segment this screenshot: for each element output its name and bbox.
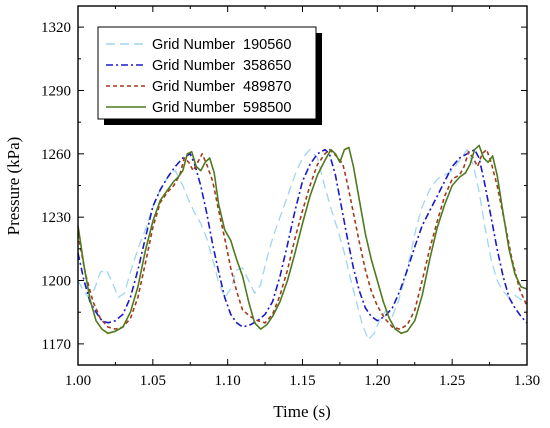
x-tick-label: 1.20 [364,373,390,389]
y-axis-title: Pressure (kPa) [4,137,23,236]
y-tick-label: 1200 [41,274,71,290]
x-tick-label: 1.05 [140,373,166,389]
legend: Grid Number 190560 Grid Number 358650 Grid… [97,26,322,125]
legend-box [97,26,317,120]
legend-label-4: Grid Number 598500 [152,100,291,116]
y-tick-label: 1230 [41,210,71,226]
legend-items: Grid Number 190560 Grid Number 358650 Grid… [106,37,291,116]
x-axis-title: Time (s) [273,402,330,421]
x-tick-label: 1.15 [289,373,315,389]
x-tick-label: 1.25 [439,373,465,389]
x-tick-label: 1.00 [65,373,91,389]
y-tick-label: 1260 [41,147,71,163]
legend-label-3: Grid Number 489870 [152,79,291,95]
series-line-4 [77,144,528,335]
y-tick-label: 1170 [42,337,71,353]
y-tick-label: 1290 [41,83,71,99]
x-tick-label: 1.10 [215,373,241,389]
x-tick-label: 1.30 [514,373,540,389]
ticks-layer: 1.00 1.05 1.10 1.15 1.20 1.25 1.30 1170 1200 1230… [41,6,540,389]
series-layer [77,144,528,341]
series-line-3 [77,148,528,330]
y-tick-label: 1320 [41,20,71,36]
legend-label-1: Grid Number 190560 [152,37,291,53]
series-line-2 [77,148,528,328]
legend-label-2: Grid Number 358650 [152,58,291,74]
